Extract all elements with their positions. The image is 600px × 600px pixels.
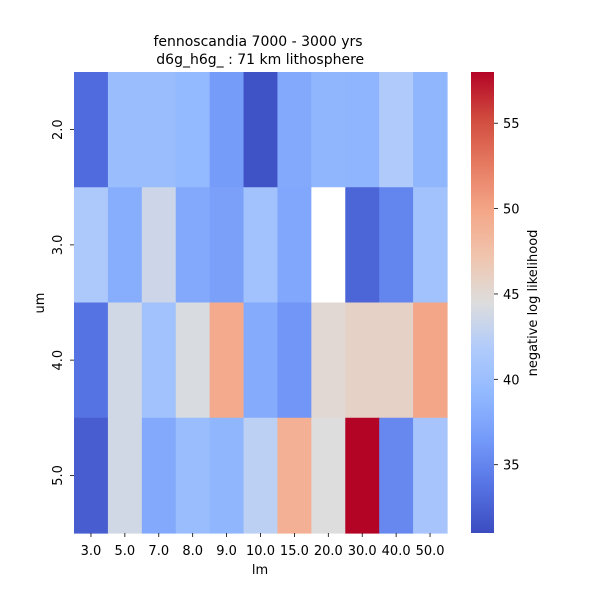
x-axis-ticks: 3.0 5.0 7.0 8.0 9.0 10.0 15.0 20.0 30.0 40.0 50.0 [81,533,445,559]
heatmap-cell [209,187,245,304]
y-tick-label: 2.0 [51,119,66,140]
colorbar-ticks: 35 40 45 50 55 [494,117,520,474]
heatmap-cell [107,187,143,304]
heatmap-cell [243,187,279,304]
heatmap-cell [345,187,380,304]
heatmap-cell [175,302,211,419]
heatmap-cell [413,187,448,304]
x-axis-label: lm [252,563,268,578]
heatmap-cell [243,72,279,188]
y-tick-label: 4.0 [51,350,66,371]
y-tick-label: 3.0 [51,235,66,256]
heatmap-cells [74,72,448,534]
colorbar-tick-label: 35 [503,459,520,474]
chart-title-line2: d6g_h6g_ : 71 km lithosphere [152,52,364,68]
heatmap-cell [379,302,414,419]
heatmap-cell [141,187,177,304]
heatmap-cell [379,187,414,304]
heatmap-cell [107,302,143,419]
y-tick-label: 5.0 [51,465,66,486]
heatmap-cell [345,72,380,188]
heatmap-cell [141,302,177,419]
colorbar [471,72,494,533]
heatmap-cell [243,417,279,534]
colorbar-tick-label: 40 [503,373,520,388]
heatmap-cell [209,302,245,419]
x-tick-label: 10.0 [246,544,275,559]
heatmap-cell [277,187,312,304]
x-tick-label: 9.0 [216,544,237,559]
x-tick-label: 15.0 [280,544,309,559]
heatmap-cell [141,417,177,534]
chart-title-line1: fennoscandia 7000 - 3000 yrs [153,34,362,50]
heatmap-cell [345,302,380,419]
heatmap-cell [107,417,143,534]
heatmap-cell [277,72,312,188]
colorbar-tick-label: 55 [503,117,520,132]
heatmap-cell [175,417,211,534]
y-axis-ticks: 2.0 3.0 4.0 5.0 [51,119,74,486]
x-tick-label: 40.0 [382,544,411,559]
heatmap-cell [175,72,211,188]
heatmap-cell [209,417,245,534]
heatmap-cell [311,187,346,304]
heatmap-cell [243,302,279,419]
heatmap-cell [277,302,312,419]
colorbar-tick-label: 45 [503,288,520,303]
x-tick-label: 7.0 [148,544,169,559]
heatmap-cell [74,187,109,304]
heatmap-cell [141,72,177,188]
heatmap-cell [175,187,211,304]
heatmap-cell [74,417,109,534]
heatmap-cell [413,72,448,188]
x-tick-label: 5.0 [115,544,136,559]
heatmap-cell [379,72,414,188]
heatmap-cell [74,72,109,188]
x-tick-label: 20.0 [314,544,343,559]
heatmap-cell [311,302,346,419]
heatmap-cell [379,417,414,534]
heatmap-cell [413,302,448,419]
x-tick-label: 50.0 [416,544,445,559]
heatmap-cell [311,417,346,534]
heatmap-cell [345,417,380,534]
y-axis-label: um [33,293,48,314]
heatmap-cell [209,72,245,188]
x-tick-label: 3.0 [81,544,102,559]
heatmap-cell [107,72,143,188]
heatmap-cell [311,72,346,188]
heatmap-cell [74,302,109,419]
colorbar-label: negative log likelihood [526,230,541,377]
heatmap-cell [413,417,448,534]
x-tick-label: 30.0 [348,544,377,559]
x-tick-label: 8.0 [182,544,203,559]
heatmap-cell [277,417,312,534]
colorbar-tick-label: 50 [503,203,520,218]
